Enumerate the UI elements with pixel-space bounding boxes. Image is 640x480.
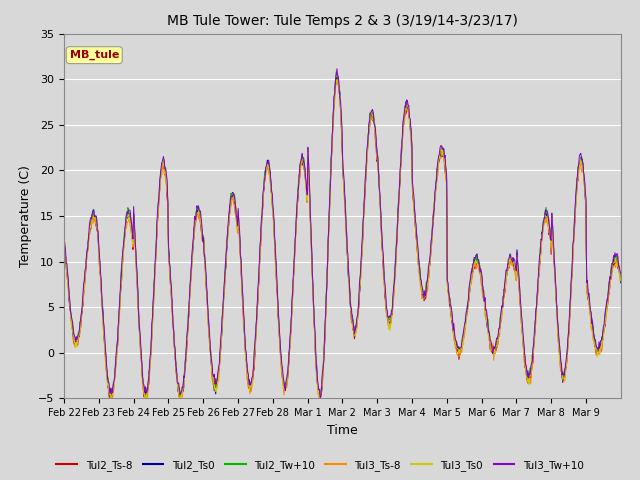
Tul2_Ts-8 [60, 238, 68, 244]
Tul3_Ts0 [60, 238, 68, 244]
Tul2_Tw+10 [60, 234, 68, 240]
Tul2_Tw+10 [228, 191, 236, 197]
Tul2_Tw+10 [176, 395, 184, 400]
Tul2_Ts0 [333, 75, 340, 81]
Tul2_Ts0 [228, 190, 236, 195]
Tul2_Tw+10 [256, 248, 264, 253]
Tul2_Tw+10 [401, 105, 409, 110]
Tul3_Tw+10 [333, 66, 340, 72]
Line: Tul2_Tw+10: Tul2_Tw+10 [64, 72, 621, 397]
Tul2_Ts-8 [176, 398, 184, 404]
Tul3_Tw+10 [617, 271, 625, 276]
Tul3_Ts-8 [316, 400, 323, 406]
Tul3_Tw+10 [401, 103, 409, 108]
Text: MB_tule: MB_tule [70, 50, 119, 60]
Tul2_Ts0 [617, 280, 625, 286]
Tul3_Tw+10 [276, 341, 284, 347]
Tul2_Tw+10 [332, 69, 340, 75]
Line: Tul3_Ts-8: Tul3_Ts-8 [64, 79, 621, 403]
Tul3_Ts-8 [433, 180, 440, 185]
Tul2_Ts0 [107, 396, 115, 402]
Tul3_Ts-8 [255, 269, 263, 275]
Line: Tul3_Ts0: Tul3_Ts0 [64, 80, 621, 402]
Tul3_Tw+10 [316, 396, 324, 402]
Tul3_Tw+10 [60, 236, 68, 241]
Title: MB Tule Tower: Tule Temps 2 & 3 (3/19/14-3/23/17): MB Tule Tower: Tule Temps 2 & 3 (3/19/14… [167, 14, 518, 28]
Tul3_Ts0 [433, 181, 440, 187]
Tul2_Tw+10 [433, 175, 440, 180]
Y-axis label: Temperature (C): Temperature (C) [19, 165, 33, 267]
Tul3_Ts-8 [333, 76, 340, 82]
Tul3_Ts-8 [228, 199, 236, 205]
Tul3_Tw+10 [228, 193, 236, 199]
Tul3_Tw+10 [255, 261, 263, 266]
Tul2_Ts-8 [333, 74, 340, 80]
Tul2_Ts-8 [617, 273, 625, 278]
Line: Tul2_Ts-8: Tul2_Ts-8 [64, 77, 621, 401]
Tul3_Ts0 [255, 266, 263, 272]
Legend: Tul2_Ts-8, Tul2_Ts0, Tul2_Tw+10, Tul3_Ts-8, Tul3_Ts0, Tul3_Tw+10: Tul2_Ts-8, Tul2_Ts0, Tul2_Tw+10, Tul3_Ts… [52, 456, 588, 475]
Tul3_Ts0 [333, 77, 340, 83]
Tul2_Ts0 [277, 354, 285, 360]
Tul3_Ts-8 [617, 275, 625, 280]
X-axis label: Time: Time [327, 424, 358, 437]
Tul2_Ts-8 [401, 109, 409, 115]
Tul2_Tw+10 [277, 354, 285, 360]
Tul2_Ts0 [60, 240, 68, 245]
Line: Tul3_Tw+10: Tul3_Tw+10 [64, 69, 621, 399]
Tul3_Ts-8 [401, 111, 409, 117]
Tul3_Ts-8 [60, 236, 68, 241]
Tul3_Ts0 [617, 277, 625, 283]
Tul2_Ts-8 [125, 214, 133, 220]
Tul2_Ts0 [256, 250, 264, 255]
Tul2_Tw+10 [617, 273, 625, 279]
Line: Tul2_Ts0: Tul2_Ts0 [64, 78, 621, 399]
Tul2_Ts-8 [277, 357, 285, 363]
Tul3_Ts-8 [276, 352, 284, 358]
Tul2_Tw+10 [125, 212, 133, 218]
Tul3_Ts0 [316, 399, 323, 405]
Tul3_Ts0 [401, 105, 409, 110]
Tul2_Ts-8 [433, 181, 440, 187]
Tul2_Ts0 [401, 105, 409, 110]
Tul3_Ts0 [125, 215, 133, 221]
Tul3_Ts0 [276, 348, 284, 354]
Tul3_Tw+10 [125, 207, 133, 213]
Tul2_Ts-8 [228, 195, 236, 201]
Tul3_Ts0 [228, 199, 236, 204]
Tul2_Ts-8 [256, 248, 264, 254]
Tul2_Ts0 [433, 178, 440, 183]
Tul3_Ts-8 [125, 216, 133, 222]
Tul3_Tw+10 [433, 178, 440, 184]
Tul2_Ts0 [126, 214, 134, 219]
